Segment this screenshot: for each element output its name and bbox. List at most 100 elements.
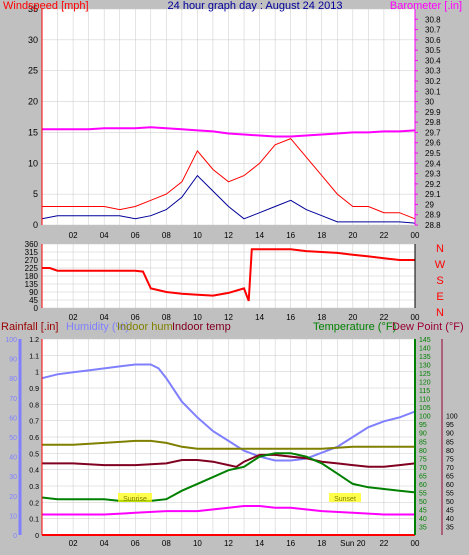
- climate-x-tick-label: 08: [162, 539, 171, 548]
- climate-x-tick-label: 18: [317, 539, 326, 548]
- dewpoint-tick-label: 35: [446, 524, 454, 531]
- humidity-tick-label: 0: [13, 533, 17, 540]
- dewpoint-tick-label: 40: [446, 516, 454, 523]
- barometer-tick-label: 29.7: [425, 128, 441, 137]
- barometer-tick-label: 30.6: [425, 36, 441, 45]
- rainfall-label: Rainfall [.in]: [1, 321, 58, 333]
- temperature-tick-label: 110: [419, 397, 430, 404]
- temperature-tick-label: 120: [419, 380, 431, 387]
- rain-tick-label: 0: [35, 533, 39, 540]
- wind-x-tick-label: 04: [100, 231, 109, 240]
- humidity-tick-label: 90: [9, 357, 17, 364]
- wind-x-tick-label: 00: [411, 231, 420, 240]
- climate-panel-ticks: 0 0.1 0.2 0.3 0.4 0.5 0.6 0.7 0.8 0.9 1 1.1 1.2 0 10 20…: [5, 337, 457, 548]
- climate-x-tick-label: Sun 20: [340, 539, 366, 548]
- rain-tick-label: 0.4: [29, 468, 39, 475]
- indoor-temp-label: Indoor temp: [172, 321, 231, 333]
- windspeed-tick-label: 0: [33, 220, 38, 230]
- dewpoint-tick-label: 85: [446, 439, 454, 446]
- climate-x-tick-label: 10: [193, 539, 202, 548]
- dewpoint-tick-label: 90: [446, 431, 454, 438]
- direction-tick-label: 315: [25, 248, 39, 257]
- barometer-tick-label: 28.8: [425, 221, 441, 230]
- temperature-tick-label: 115: [419, 388, 430, 395]
- temperature-tick-label: 45: [419, 507, 427, 514]
- temperature-tick-label: 40: [419, 516, 427, 523]
- series-humidity: [41, 363, 416, 462]
- rain-tick-label: 0.1: [29, 517, 39, 524]
- temperature-tick-label: 140: [419, 346, 431, 353]
- direction-tick-label: 360: [25, 240, 39, 249]
- rain-tick-label: 0.7: [29, 419, 39, 426]
- humidity-tick-label: 30: [9, 474, 17, 481]
- windspeed-tick-label: 20: [28, 97, 38, 107]
- humidity-tick-label: 60: [9, 415, 17, 422]
- wind-x-tick-label: 08: [162, 231, 171, 240]
- climate-x-tick-label: 22: [379, 539, 388, 548]
- climate-x-tick-label: 12: [224, 539, 233, 548]
- direction-x-tick-label: 02: [69, 313, 78, 322]
- humidity-tick-label: 50: [9, 435, 17, 442]
- temperature-tick-label: 90: [419, 431, 427, 438]
- direction-x-tick-label: 06: [131, 313, 140, 322]
- chart-title: 24 hour graph day : August 24 2013: [168, 0, 343, 12]
- barometer-tick-label: 29.5: [425, 149, 441, 158]
- dewpoint-tick-label: 50: [446, 499, 454, 506]
- series-dew_point: [42, 505, 415, 516]
- temperature-tick-label: 130: [419, 363, 431, 370]
- dewpoint-tick-label: 65: [446, 473, 454, 480]
- wind-x-tick-label: 22: [379, 231, 388, 240]
- series-gust: [42, 138, 416, 220]
- humidity-tick-label: 20: [9, 494, 17, 501]
- indoor-hum-label: Indoor hum: [117, 321, 173, 333]
- temperature-tick-label: 65: [419, 473, 427, 480]
- barometer-tick-label: 29.3: [425, 170, 441, 179]
- barometer-tick-label: 30.8: [425, 15, 441, 24]
- barometer-tick-label: 30.7: [425, 26, 441, 35]
- direction-x-tick-label: 08: [162, 313, 171, 322]
- direction-x-tick-label: 14: [255, 313, 264, 322]
- temperature-label: Temperature (°F): [313, 321, 396, 333]
- dewpoint-tick-label: 75: [446, 456, 454, 463]
- barometer-tick-label: 29.9: [425, 108, 441, 117]
- series-barometer: [42, 126, 416, 138]
- direction-panel-series: [42, 248, 415, 302]
- wind-panel-series: [41, 126, 416, 224]
- wind-x-tick-label: 16: [286, 231, 295, 240]
- climate-panel-series: [41, 363, 416, 536]
- humidity-tick-label: 80: [9, 376, 17, 383]
- windspeed-tick-label: 15: [28, 127, 38, 137]
- barometer-tick-label: 30: [425, 98, 434, 107]
- direction-tick-label: 225: [25, 264, 39, 273]
- barometer-tick-label: 28.9: [425, 211, 441, 220]
- series-indoor_hum: [42, 439, 415, 450]
- series-indoor_temp: [42, 453, 416, 468]
- direction-tick-label: 90: [29, 288, 38, 297]
- direction-x-tick-label: 22: [379, 313, 388, 322]
- sunset-box: [329, 493, 361, 502]
- wind-x-tick-label: 10: [193, 231, 202, 240]
- barometer-tick-label: 29.6: [425, 139, 441, 148]
- dew-point-label: Dew Point (°F): [392, 321, 464, 333]
- rain-tick-label: 1.2: [29, 337, 39, 344]
- rain-tick-label: 0.8: [29, 402, 39, 409]
- series-average: [41, 174, 416, 224]
- dewpoint-tick-label: 100: [446, 414, 458, 421]
- compass-label: E: [436, 291, 443, 303]
- sun-annotations: Sunrise Sunset: [118, 493, 361, 503]
- wind-x-tick-label: 02: [69, 231, 78, 240]
- windspeed-tick-label: 35: [28, 4, 38, 14]
- temperature-tick-label: 85: [419, 439, 427, 446]
- dewpoint-tick-label: 45: [446, 507, 454, 514]
- climate-x-tick-label: 16: [286, 539, 295, 548]
- rain-tick-label: 0.6: [29, 435, 39, 442]
- rain-tick-label: 0.3: [29, 484, 39, 491]
- dewpoint-tick-label: 95: [446, 422, 454, 429]
- direction-tick-label: 45: [29, 296, 38, 305]
- humidity-tick-label: 100: [5, 337, 17, 344]
- barometer-tick-label: 30.3: [425, 67, 441, 76]
- compass-label: N: [436, 307, 444, 319]
- wind-x-tick-label: 12: [224, 231, 233, 240]
